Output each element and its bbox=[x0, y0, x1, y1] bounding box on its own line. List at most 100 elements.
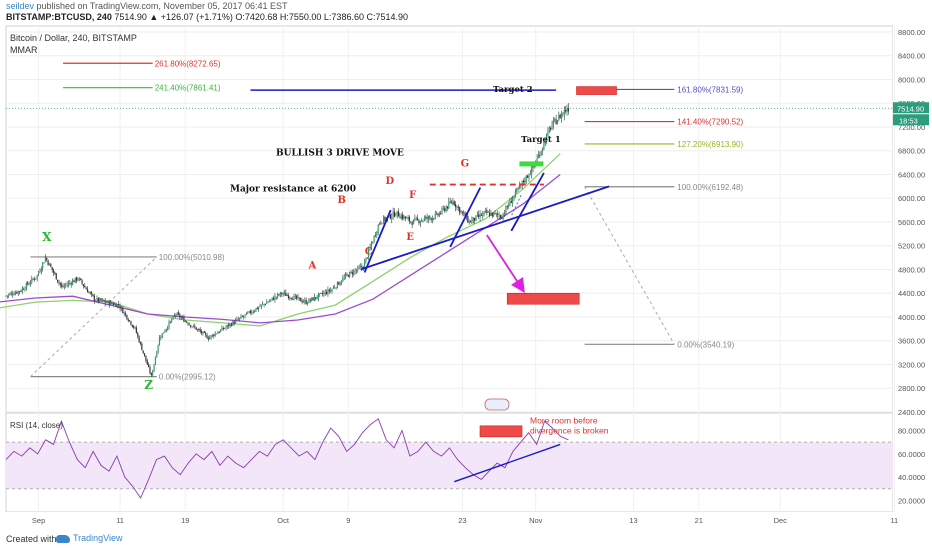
candle-body bbox=[281, 292, 283, 294]
symbol-info: BITSTAMP:BTCUSD, 240 7514.90 ▲ +126.07 (… bbox=[6, 12, 408, 22]
candle bbox=[563, 106, 565, 121]
candle bbox=[488, 208, 491, 218]
candle-body bbox=[449, 201, 451, 203]
event-marker-icon bbox=[484, 398, 510, 411]
candle bbox=[258, 306, 260, 312]
candle bbox=[334, 284, 336, 289]
tradingview-logo[interactable]: TradingView bbox=[56, 533, 123, 543]
candle bbox=[518, 181, 521, 190]
chart-canvas[interactable]: RSI (14, close) More room before divergenc… bbox=[0, 0, 932, 530]
candle bbox=[111, 300, 113, 305]
candle bbox=[129, 320, 131, 322]
candle-body bbox=[209, 337, 211, 340]
candle-body bbox=[531, 166, 533, 174]
candle bbox=[138, 335, 140, 343]
candle bbox=[172, 315, 174, 320]
candle-body bbox=[330, 290, 332, 292]
candle-body bbox=[550, 127, 552, 130]
candle bbox=[171, 318, 173, 324]
candle bbox=[469, 220, 472, 223]
candle-body bbox=[285, 292, 287, 296]
candle-body bbox=[495, 213, 497, 215]
time-axis[interactable] bbox=[6, 512, 932, 530]
candle-body bbox=[73, 280, 75, 283]
candle-body bbox=[486, 210, 488, 214]
candle-body bbox=[464, 213, 466, 218]
candle-body bbox=[164, 330, 166, 333]
candle bbox=[287, 292, 290, 301]
candle bbox=[450, 199, 453, 205]
candle-body bbox=[222, 328, 224, 330]
candle-body bbox=[453, 201, 455, 206]
candle bbox=[373, 235, 375, 243]
rsi-note: More room before divergence is broken bbox=[530, 415, 609, 435]
candle bbox=[550, 126, 552, 132]
candle-body bbox=[50, 264, 52, 267]
candle-body bbox=[27, 282, 29, 285]
candle-body bbox=[266, 302, 268, 304]
candle-body bbox=[474, 217, 476, 221]
price-pane[interactable] bbox=[5, 25, 894, 413]
candle bbox=[201, 329, 203, 336]
candle-body bbox=[138, 336, 140, 343]
candle-body bbox=[84, 286, 86, 288]
candle bbox=[225, 324, 227, 331]
candle bbox=[187, 322, 189, 326]
candle bbox=[149, 364, 151, 375]
candle bbox=[90, 291, 93, 297]
candle-body bbox=[111, 302, 113, 304]
candle-body bbox=[248, 311, 250, 313]
candle-body bbox=[105, 301, 108, 303]
candle bbox=[266, 299, 268, 304]
candle bbox=[452, 198, 454, 206]
candle-body bbox=[450, 202, 453, 204]
candle-body bbox=[207, 337, 209, 340]
candle-body bbox=[70, 283, 72, 285]
candle-body bbox=[380, 222, 382, 224]
candle-body bbox=[161, 333, 163, 338]
fib-projection-label: 100.00%(6192.48) bbox=[677, 183, 743, 192]
candle-body bbox=[430, 218, 432, 220]
candle bbox=[293, 293, 295, 301]
candle bbox=[308, 297, 310, 304]
candle-body bbox=[38, 272, 40, 275]
candle bbox=[381, 223, 383, 225]
candle bbox=[54, 271, 56, 276]
candle-body bbox=[188, 324, 190, 326]
downside-target-box bbox=[506, 292, 580, 305]
candle-body bbox=[179, 314, 181, 318]
candle bbox=[240, 313, 242, 320]
candle-body bbox=[82, 284, 85, 287]
candle-body bbox=[103, 299, 105, 301]
candle bbox=[134, 326, 136, 330]
candle-body bbox=[44, 257, 46, 262]
candle bbox=[196, 328, 199, 332]
candle bbox=[442, 205, 444, 211]
candle bbox=[528, 173, 530, 182]
candle bbox=[224, 327, 226, 330]
candle bbox=[513, 195, 515, 201]
candle bbox=[63, 283, 66, 290]
candle bbox=[455, 201, 457, 212]
target2-box bbox=[576, 86, 617, 95]
candle-body bbox=[343, 277, 345, 279]
candle bbox=[397, 208, 400, 217]
candle-body bbox=[370, 243, 372, 247]
candle-body bbox=[313, 296, 315, 301]
candle-body bbox=[286, 295, 288, 297]
author-link[interactable]: seildev bbox=[6, 1, 35, 11]
candle-body bbox=[300, 297, 302, 302]
candle bbox=[399, 213, 401, 219]
candle bbox=[23, 287, 25, 290]
candle bbox=[154, 356, 157, 366]
candle bbox=[148, 362, 150, 368]
candle bbox=[376, 230, 378, 239]
candle bbox=[468, 219, 470, 225]
candle-body bbox=[400, 215, 402, 219]
candle bbox=[344, 271, 347, 280]
candle-body bbox=[559, 114, 561, 119]
candle bbox=[162, 332, 165, 334]
candle-body bbox=[260, 304, 262, 307]
candle bbox=[330, 287, 332, 293]
candle-body bbox=[384, 216, 386, 221]
